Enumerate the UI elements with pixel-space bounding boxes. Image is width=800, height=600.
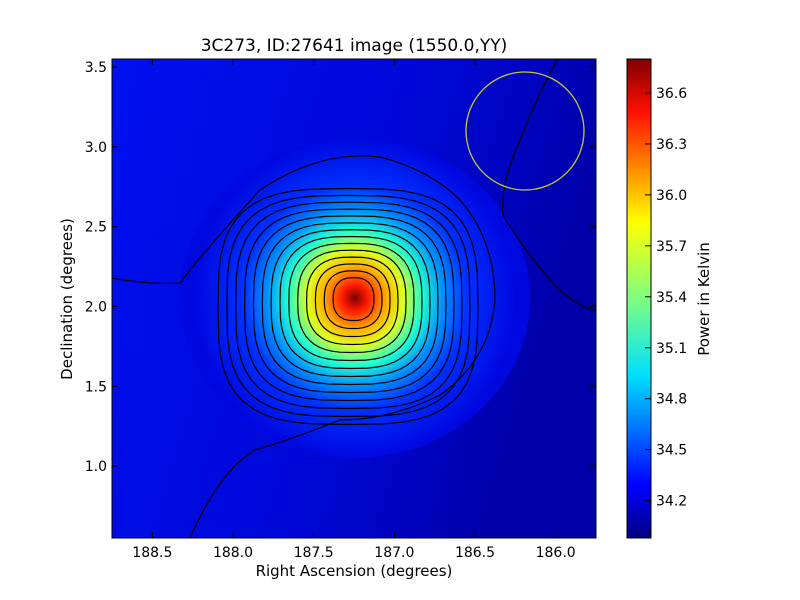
contour-line: [332, 276, 375, 322]
colorbar-ticks: 34.2 34.5 34.8 35.1 35.4 35.7 36.0 36.3 36.6: [645, 86, 687, 510]
plot-frame: [111, 58, 597, 539]
contour-line: [314, 263, 391, 338]
colorbar-tick-label: 34.2: [656, 494, 687, 510]
x-tick-label: 188.5: [132, 545, 172, 561]
y-axis-label: Declination (degrees): [58, 218, 76, 380]
contour-line: [252, 215, 447, 394]
contour-line: [217, 187, 479, 426]
colorbar-tick-label: 36.6: [656, 86, 687, 102]
colorbar-tick-label: 34.5: [656, 443, 687, 459]
colorbar-tick-label: 35.7: [656, 239, 687, 255]
x-tick-label: 186.5: [455, 545, 495, 561]
colorbar-tick-label: 36.3: [656, 137, 687, 153]
contour-line: [323, 270, 383, 330]
colorbar-tick-label: 35.4: [656, 290, 687, 306]
x-tick-label: 187.5: [294, 545, 334, 561]
contour-line: [235, 201, 463, 410]
colorbar: [626, 58, 652, 539]
y-tick-label: 3.0: [85, 140, 107, 156]
x-tick-label: 188.0: [213, 545, 253, 561]
y-tick-label: 2.5: [85, 220, 107, 236]
beam-circle: [465, 71, 585, 191]
contour-line: [243, 208, 455, 402]
colorbar-tick-label: 35.1: [656, 341, 687, 357]
contour-outer-right: [502, 59, 596, 311]
x-axis: 188.5 188.0 187.5 187.0 186.5 186.0: [132, 59, 576, 561]
contour-line: [226, 194, 471, 418]
contour-line: [297, 249, 407, 354]
contour-line: [279, 235, 423, 370]
colorbar-tick-label: 34.8: [656, 392, 687, 408]
chart-title: 3C273, ID:27641 image (1550.0,YY): [201, 36, 508, 56]
contour-line: [288, 242, 415, 362]
y-axis: 1.0 1.5 2.0 2.5 3.0 3.5: [85, 60, 596, 475]
contour-line: [305, 256, 399, 346]
y-tick-label: 3.5: [85, 60, 107, 76]
x-axis-label: Right Ascension (degrees): [256, 562, 453, 580]
heatmap-area: [112, 59, 596, 538]
x-tick-label: 187.0: [374, 545, 414, 561]
colorbar-tick-label: 36.0: [656, 188, 687, 204]
contour-line: [261, 222, 439, 386]
x-tick-label: 186.0: [536, 545, 576, 561]
colorbar-label: Power in Kelvin: [695, 242, 713, 356]
contour-lines: [217, 187, 479, 426]
contour-line: [270, 228, 431, 378]
y-tick-label: 1.5: [85, 379, 107, 395]
y-tick-label: 2.0: [85, 299, 107, 315]
heatmap-source: [180, 138, 530, 458]
contour-outer-upper: [112, 155, 496, 538]
y-tick-label: 1.0: [85, 459, 107, 475]
